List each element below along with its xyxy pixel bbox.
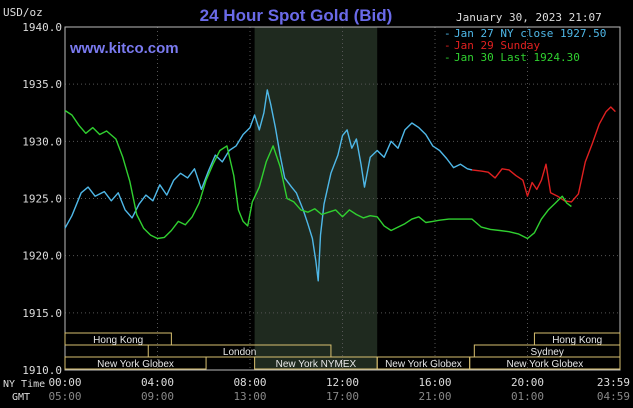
legend-marker: -	[444, 39, 451, 52]
series-line-1	[471, 106, 616, 203]
legend-marker: -	[444, 51, 451, 64]
session-label: Hong Kong	[93, 335, 143, 346]
session-box	[147, 344, 332, 358]
website-label: www.kitco.com	[69, 40, 179, 57]
chart-title: 24 Hour Spot Gold (Bid)	[200, 6, 393, 25]
ny-time-label: NY Time	[3, 379, 45, 390]
y-tick-label: 1915.0	[22, 307, 62, 320]
session-box	[469, 356, 621, 370]
x-tick-gmt: 04:59	[597, 390, 630, 403]
nymex-shade	[254, 27, 378, 370]
datetime-label: January 30, 2023 21:07	[456, 11, 602, 24]
legend-entry: Jan 27 NY close 1927.50	[454, 27, 606, 40]
y-tick-label: 1920.0	[22, 250, 62, 263]
session-label: New York Globex	[506, 359, 583, 370]
series-line-2	[64, 109, 572, 240]
x-tick-gmt: 09:00	[141, 390, 174, 403]
price-series	[64, 89, 616, 282]
x-tick-gmt: 17:00	[326, 390, 359, 403]
y-tick-label: 1910.0	[22, 364, 62, 377]
unit-label: USD/oz	[3, 6, 43, 19]
legend-marker: -	[444, 27, 451, 40]
y-tick-label: 1940.0	[22, 21, 62, 34]
session-box	[64, 356, 207, 370]
x-tick-ny: 08:00	[233, 376, 266, 389]
x-tick-ny: 20:00	[511, 376, 544, 389]
x-tick-ny: 12:00	[326, 376, 359, 389]
session-box	[64, 332, 172, 346]
session-label: Sydney	[530, 347, 563, 358]
x-tick-ny: 23:59	[597, 376, 630, 389]
session-label: London	[223, 347, 256, 358]
series-line-0	[64, 89, 473, 282]
gmt-label: GMT	[12, 392, 30, 403]
legend-entry: Jan 29 Sunday	[454, 39, 540, 52]
x-tick-gmt: 21:00	[418, 390, 451, 403]
y-tick-label: 1925.0	[22, 193, 62, 206]
x-tick-gmt: 05:00	[48, 390, 81, 403]
y-axis-ticks: 1940.0 1935.0 1930.0 1925.0 1920.0 1915.0 1910…	[22, 21, 62, 377]
session-label: New York NYMEX	[276, 359, 357, 370]
legend-entry: Jan 30 Last 1924.30	[454, 51, 580, 64]
x-tick-ny: 16:00	[418, 376, 451, 389]
y-tick-label: 1935.0	[22, 78, 62, 91]
legend: - Jan 27 NY close 1927.50- Jan 29 Sunday- J…	[444, 27, 606, 64]
y-tick-label: 1930.0	[22, 135, 62, 148]
x-tick-ny: 04:00	[141, 376, 174, 389]
x-tick-gmt: 13:00	[233, 390, 266, 403]
session-label: New York Globex	[385, 359, 462, 370]
x-tick-ny: 00:00	[48, 376, 81, 389]
session-label: New York Globex	[97, 359, 174, 370]
x-tick-gmt: 01:00	[511, 390, 544, 403]
session-label: Hong Kong	[552, 335, 602, 346]
plot-frame	[64, 26, 621, 371]
